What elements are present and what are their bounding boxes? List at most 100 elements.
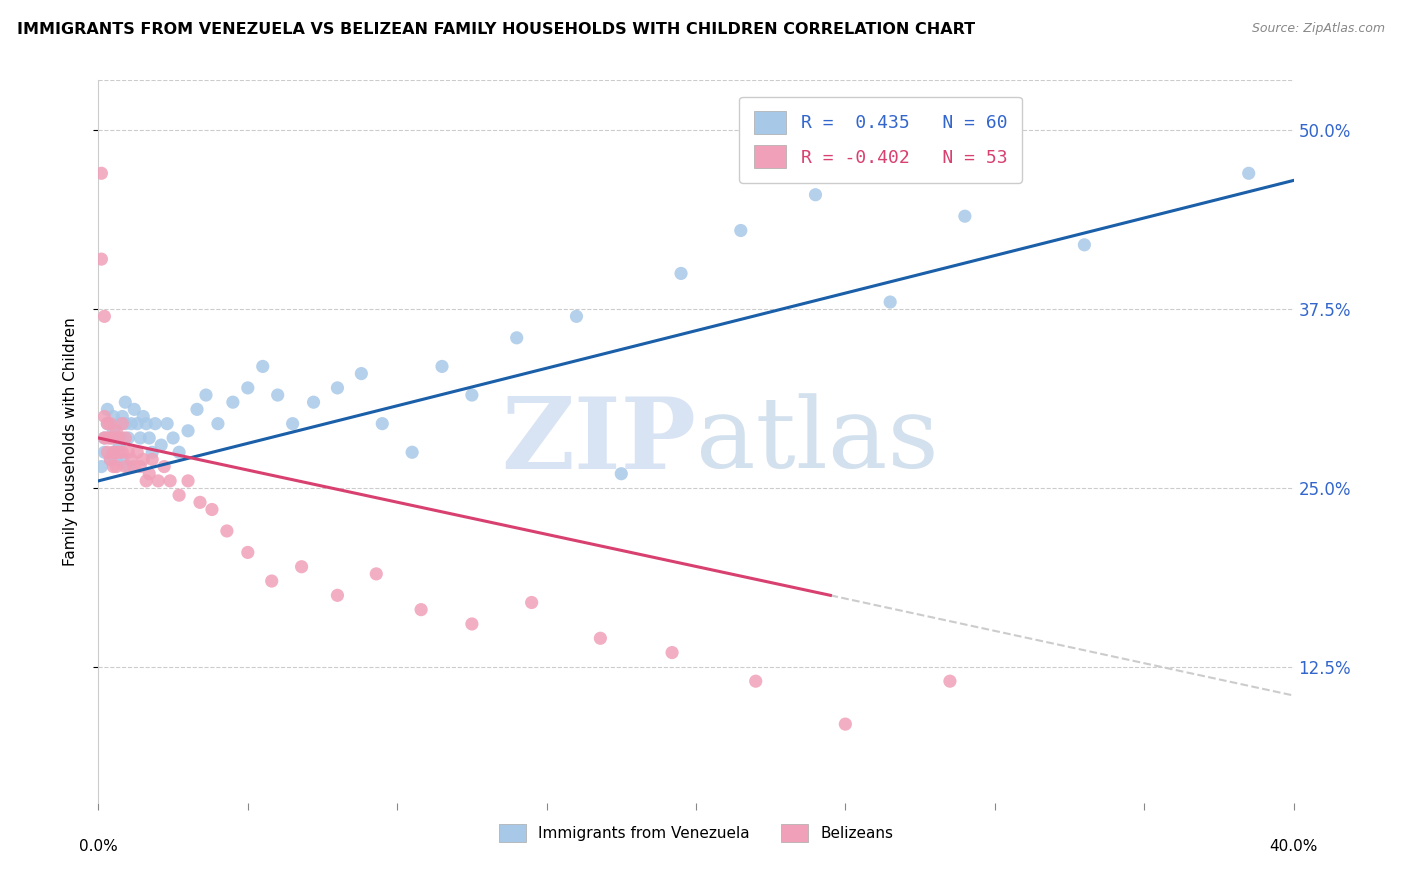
Point	[177, 474, 200, 488]
Point	[105, 452, 128, 467]
Point	[114, 395, 136, 409]
Point	[96, 417, 118, 431]
Point	[150, 438, 173, 452]
Point	[98, 431, 122, 445]
Point	[565, 310, 588, 324]
Point	[236, 381, 259, 395]
Point	[804, 187, 827, 202]
Point	[148, 474, 170, 488]
Point	[302, 395, 325, 409]
Point	[103, 409, 125, 424]
Point	[93, 431, 115, 445]
Point	[252, 359, 274, 374]
Point	[111, 417, 134, 431]
Point	[141, 452, 163, 467]
Point	[1073, 237, 1095, 252]
Point	[96, 402, 118, 417]
Point	[159, 474, 181, 488]
Legend: Immigrants from Venezuela, Belizeans: Immigrants from Venezuela, Belizeans	[491, 816, 901, 849]
Point	[103, 424, 125, 438]
Point	[111, 452, 134, 467]
Point	[661, 646, 683, 660]
Point	[103, 445, 125, 459]
Text: atlas: atlas	[696, 393, 939, 490]
Point	[90, 166, 112, 180]
Point	[90, 459, 112, 474]
Point	[366, 566, 388, 581]
Point	[108, 431, 131, 445]
Point	[105, 445, 128, 459]
Point	[1237, 166, 1260, 180]
Point	[260, 574, 283, 588]
Point	[114, 417, 136, 431]
Point	[127, 445, 149, 459]
Point	[135, 474, 157, 488]
Point	[105, 431, 128, 445]
Point	[108, 445, 131, 459]
Point	[98, 452, 122, 467]
Point	[132, 409, 155, 424]
Point	[610, 467, 633, 481]
Point	[129, 431, 152, 445]
Point	[834, 717, 856, 731]
Point	[105, 424, 128, 438]
Point	[291, 559, 314, 574]
Point	[195, 388, 218, 402]
Point	[201, 502, 224, 516]
Point	[111, 431, 134, 445]
Text: 0.0%: 0.0%	[79, 838, 118, 854]
Point	[108, 417, 131, 431]
Point	[267, 388, 290, 402]
Point	[143, 417, 166, 431]
Point	[114, 431, 136, 445]
Point	[141, 445, 163, 459]
Point	[401, 445, 423, 459]
Point	[135, 417, 157, 431]
Point	[103, 431, 125, 445]
Point	[117, 445, 139, 459]
Point	[939, 674, 962, 689]
Point	[953, 209, 976, 223]
Point	[98, 431, 122, 445]
Point	[98, 452, 122, 467]
Point	[589, 632, 612, 646]
Point	[162, 431, 184, 445]
Point	[167, 445, 190, 459]
Point	[105, 459, 128, 474]
Point	[127, 417, 149, 431]
Point	[96, 431, 118, 445]
Point	[111, 409, 134, 424]
Point	[117, 431, 139, 445]
Point	[120, 417, 142, 431]
Point	[215, 524, 238, 538]
Point	[103, 445, 125, 459]
Point	[96, 445, 118, 459]
Point	[153, 459, 176, 474]
Point	[879, 295, 901, 310]
Point	[326, 588, 349, 602]
Point	[411, 602, 433, 616]
Point	[111, 445, 134, 459]
Point	[117, 459, 139, 474]
Point	[90, 252, 112, 266]
Point	[129, 459, 152, 474]
Point	[669, 267, 692, 281]
Point	[103, 459, 125, 474]
Point	[177, 424, 200, 438]
Point	[124, 459, 146, 474]
Point	[156, 417, 179, 431]
Point	[93, 431, 115, 445]
Point	[108, 438, 131, 452]
Point	[207, 417, 229, 431]
Point	[745, 674, 768, 689]
Point	[167, 488, 190, 502]
Point	[506, 331, 529, 345]
Point	[186, 402, 208, 417]
Text: Source: ZipAtlas.com: Source: ZipAtlas.com	[1251, 22, 1385, 36]
Point	[430, 359, 453, 374]
Point	[371, 417, 394, 431]
Point	[114, 459, 136, 474]
Point	[138, 467, 160, 481]
Point	[730, 223, 752, 237]
Point	[93, 409, 115, 424]
